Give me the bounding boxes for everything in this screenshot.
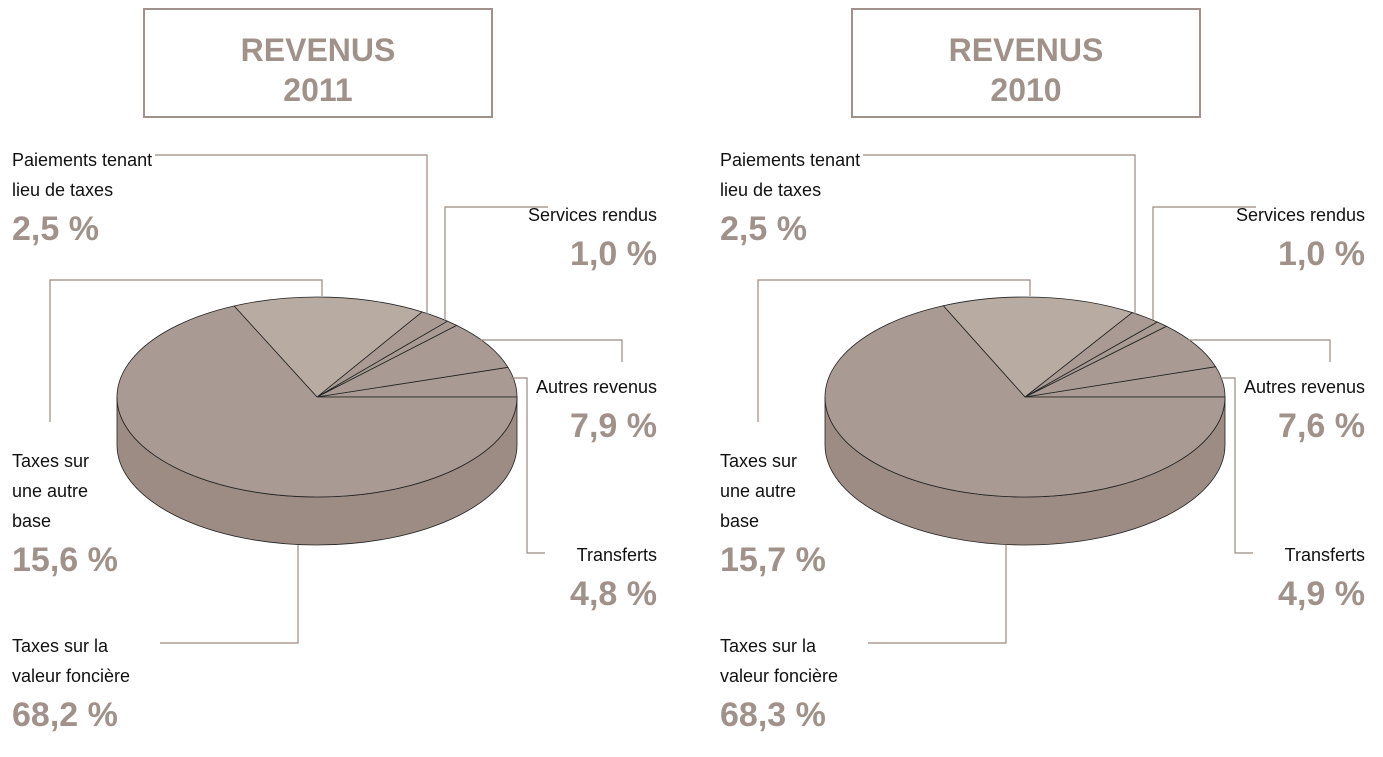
slice-value: 68,2 % (12, 696, 118, 734)
slice-label: Paiements tenant lieu de taxes 2,5 % (12, 145, 157, 249)
leader-line (49, 279, 323, 422)
slice-label: Services rendus 1,0 % (500, 200, 657, 274)
slice-name: Transferts (576, 545, 657, 565)
leader-line (1218, 377, 1253, 554)
slice-value: 4,9 % (1278, 575, 1365, 613)
slice-value: 15,7 % (720, 541, 826, 579)
slice-name: Services rendus (1235, 205, 1365, 225)
slice-label: Transferts 4,8 % (480, 540, 657, 614)
slice-label: Taxes sur la valeur foncière 68,3 % (720, 631, 848, 735)
slice-value: 2,5 % (12, 210, 99, 248)
leader-line (510, 377, 545, 554)
slice-value: 1,0 % (570, 235, 657, 273)
leader-line (444, 206, 548, 320)
slice-label: Autres revenus 7,6 % (1208, 372, 1365, 446)
slice-value: 15,6 % (12, 541, 118, 579)
pie-slice (1024, 325, 1217, 398)
slice-name: Paiements tenant lieu de taxes (720, 150, 861, 200)
slice-label: Paiements tenant lieu de taxes 2,5 % (720, 145, 865, 249)
slice-label: Autres revenus 7,9 % (500, 372, 657, 446)
slice-name: Services rendus (527, 205, 657, 225)
slice-name: Autres revenus (1243, 377, 1365, 397)
chart-title-box: REVENUS 2010 (851, 8, 1201, 118)
slice-label: Taxes sur une autre base 15,7 % (720, 446, 832, 580)
slice-value: 68,3 % (720, 696, 826, 734)
slice-value: 2,5 % (720, 210, 807, 248)
leader-line (863, 154, 1136, 315)
pie-tops (116, 296, 518, 498)
slice-name: Taxes sur une autre base (720, 451, 798, 531)
slice-value: 1,0 % (1278, 235, 1365, 273)
slice-value: 7,9 % (570, 407, 657, 445)
slice-label: Services rendus 1,0 % (1208, 200, 1365, 274)
slice-name: Paiements tenant lieu de taxes (12, 150, 153, 200)
pie-slice (824, 305, 1226, 498)
slice-value: 4,8 % (570, 575, 657, 613)
slice-label: Taxes sur une autre base 15,6 % (12, 446, 124, 580)
pie-slice (942, 296, 1134, 398)
leader-line (1188, 339, 1331, 362)
slice-value: 7,6 % (1278, 407, 1365, 445)
leader-line (480, 339, 623, 362)
slice-name: Autres revenus (535, 377, 657, 397)
slice-name: Transferts (1284, 545, 1365, 565)
pie-tops (824, 296, 1226, 498)
slice-label: Taxes sur la valeur foncière 68,2 % (12, 631, 140, 735)
leader-line (868, 545, 1007, 644)
pie-slice (233, 296, 423, 398)
slice-name: Taxes sur la valeur foncière (720, 636, 839, 686)
pie-slice (316, 324, 509, 398)
chart-subtitle: 2010 (990, 72, 1062, 108)
chart-subtitle: 2011 (283, 72, 353, 108)
slice-label: Transferts 4,9 % (1188, 540, 1365, 614)
leader-line (757, 279, 1031, 422)
chart-title: REVENUS (240, 32, 396, 68)
chart-title: REVENUS (948, 32, 1104, 68)
leader-line (1152, 206, 1256, 320)
slice-name: Taxes sur une autre base (12, 451, 90, 531)
slice-name: Taxes sur la valeur foncière (12, 636, 131, 686)
chart-title-box: REVENUS 2011 (143, 8, 493, 118)
pie-slice (116, 305, 518, 498)
leader-line (160, 545, 299, 644)
leader-line (155, 154, 428, 315)
